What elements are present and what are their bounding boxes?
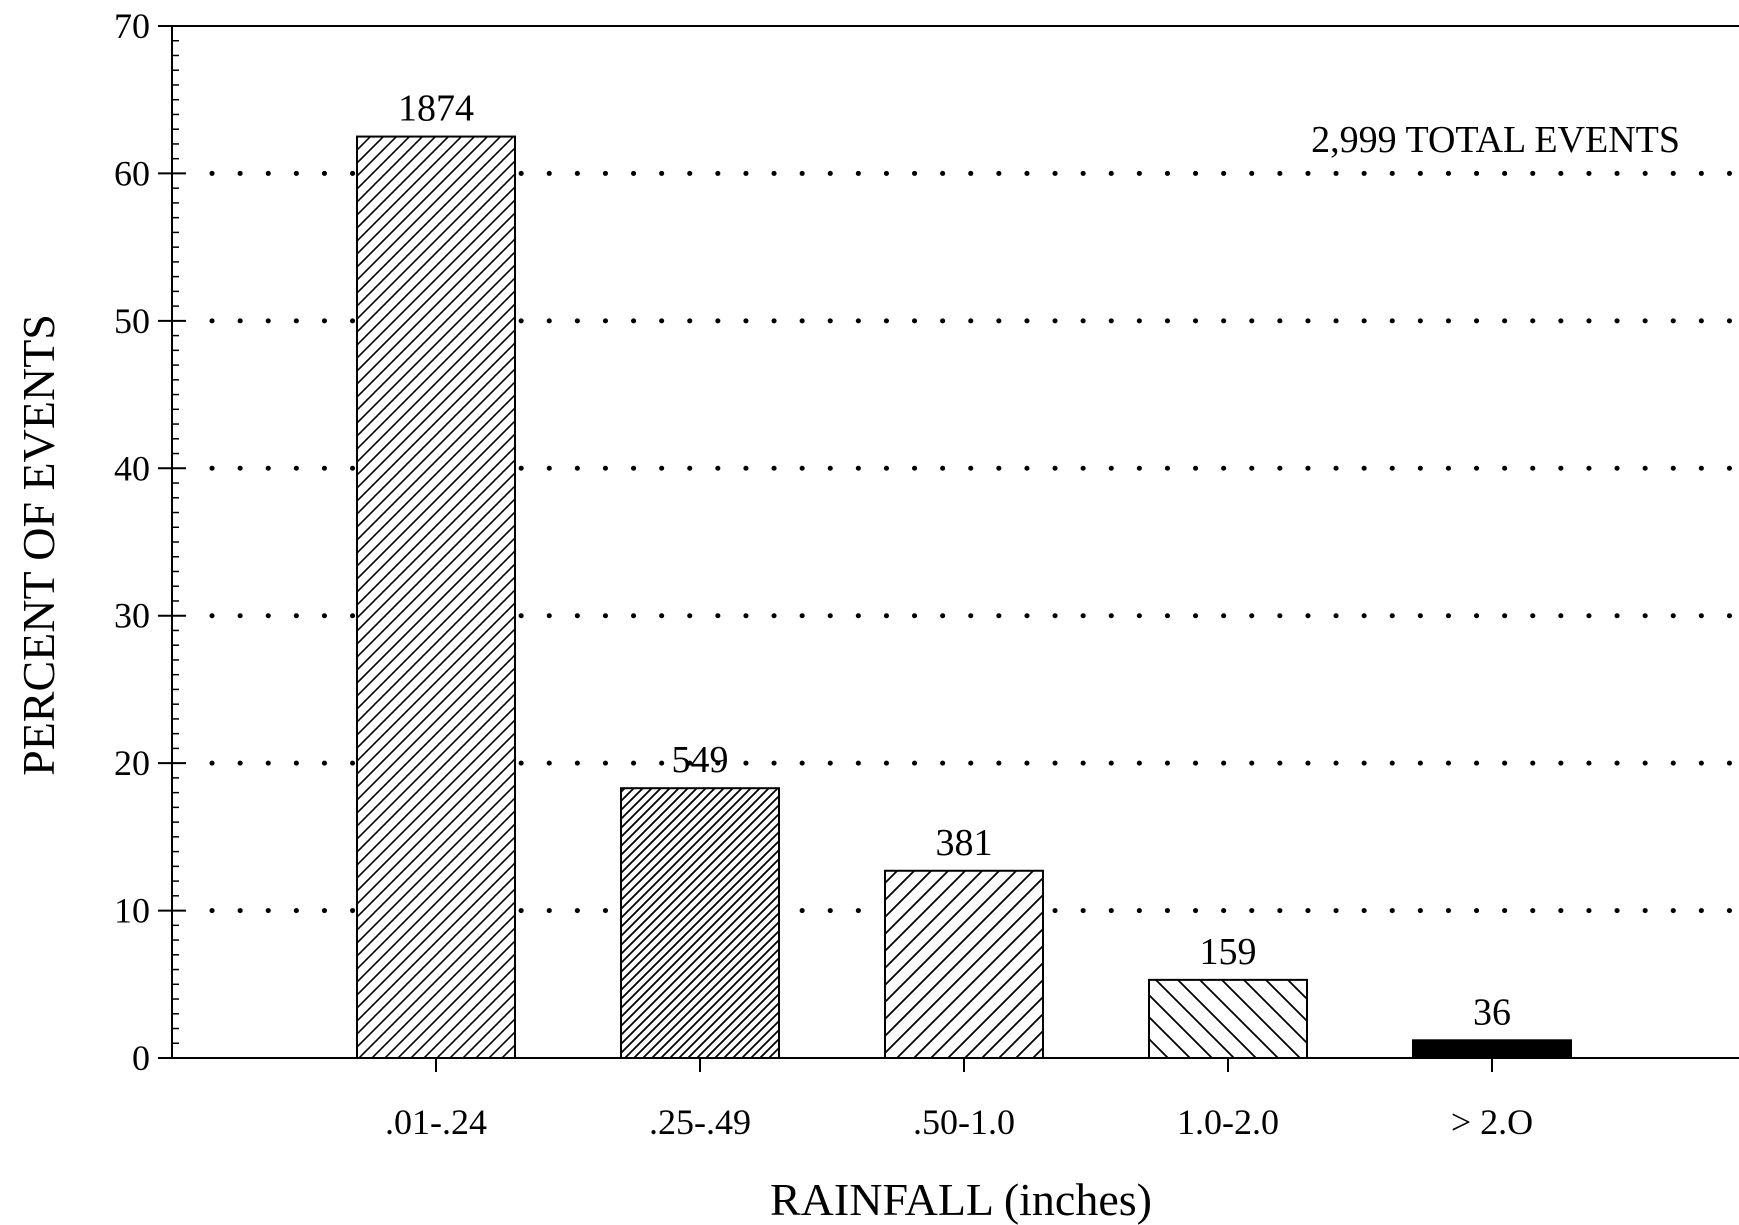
y-tick-label: 40 xyxy=(114,448,150,488)
x-axis-title: RAINFALL (inches) xyxy=(770,1174,1152,1225)
bar-value-label: 1874 xyxy=(398,88,474,130)
bar-value-label: 381 xyxy=(936,822,993,864)
y-tick-label: 30 xyxy=(114,596,150,636)
y-tick-label: 20 xyxy=(114,743,150,783)
bar-value-label: 159 xyxy=(1200,931,1257,973)
y-tick-label: 60 xyxy=(114,153,150,193)
y-tick-label: 50 xyxy=(114,301,150,341)
x-tick-label: 1.0-2.0 xyxy=(1177,1102,1279,1142)
bar xyxy=(356,135,516,1060)
y-axis-title: PERCENT OF EVENTS xyxy=(13,314,64,776)
bar xyxy=(620,787,780,1059)
y-tick-label: 0 xyxy=(132,1038,150,1078)
bar xyxy=(1148,978,1308,1059)
y-tick-label: 70 xyxy=(114,6,150,46)
labels: .01-.24 1874 .25-.49 549 .50-1.0 381 1.0-2.0 15… xyxy=(385,88,1533,1142)
y-tick-label: 10 xyxy=(114,891,150,931)
bar xyxy=(884,869,1044,1059)
x-tick-label: .50-1.0 xyxy=(913,1102,1015,1142)
x-tick-label: .01-.24 xyxy=(385,1102,487,1142)
bars xyxy=(356,135,1572,1060)
total-events-annotation: 2,999 TOTAL EVENTS xyxy=(1311,119,1680,161)
x-tick-label: > 2.O xyxy=(1451,1102,1533,1142)
bar-value-label: 36 xyxy=(1473,991,1511,1033)
bar xyxy=(1412,1039,1572,1060)
bar-value-label: 549 xyxy=(672,739,729,781)
x-tick-label: .25-.49 xyxy=(649,1102,751,1142)
